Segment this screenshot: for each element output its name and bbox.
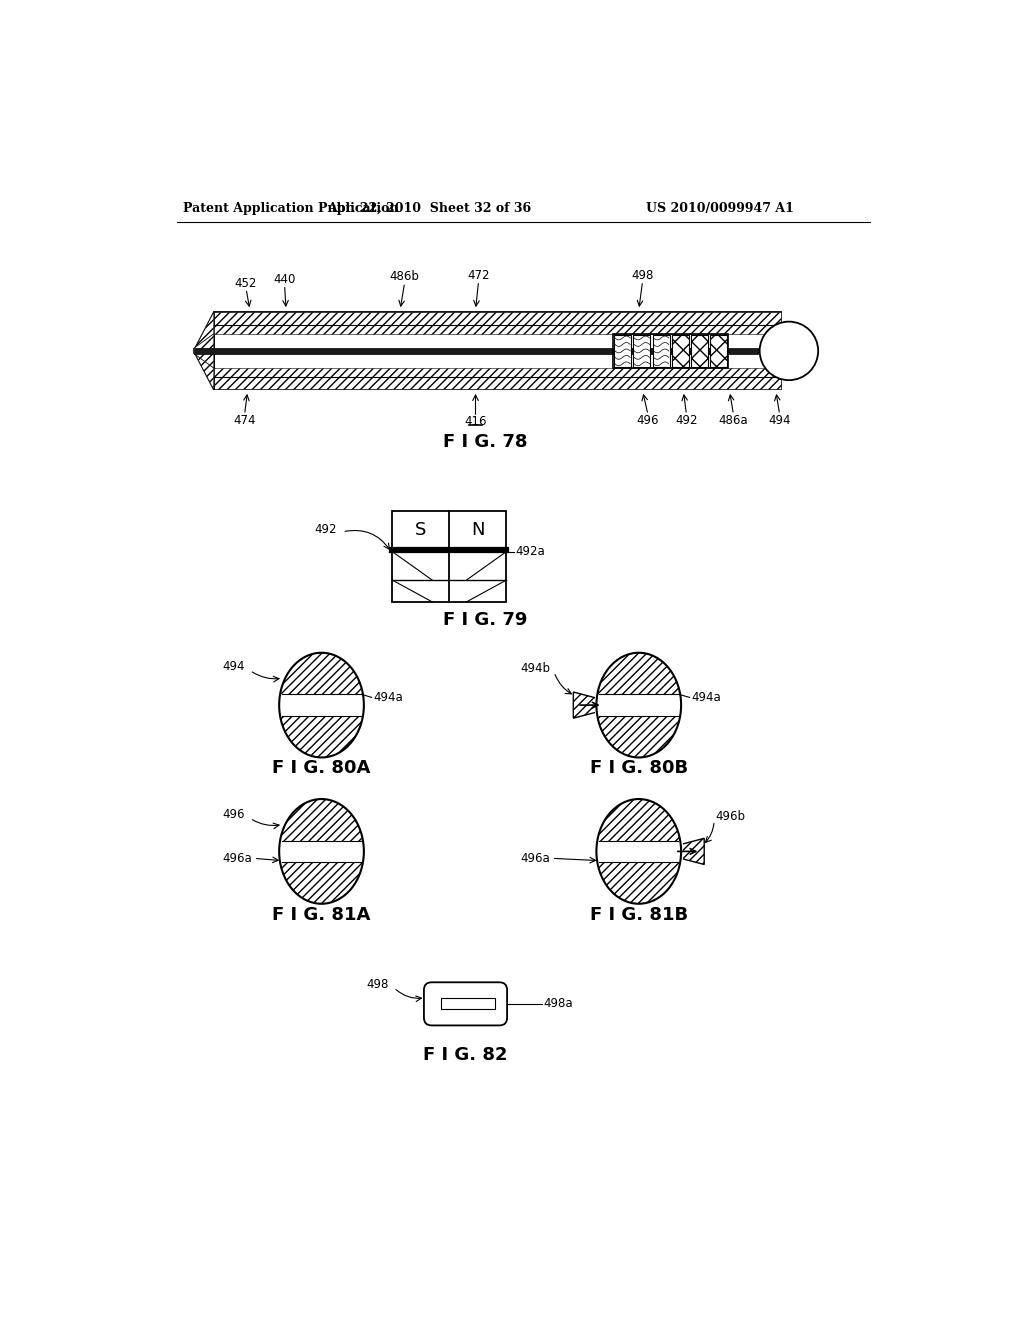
Text: F I G. 80A: F I G. 80A <box>272 759 371 777</box>
Bar <box>441 998 495 1010</box>
Text: F I G. 81A: F I G. 81A <box>272 906 371 924</box>
Ellipse shape <box>596 799 681 904</box>
Text: 496b: 496b <box>716 810 745 824</box>
Text: 492a: 492a <box>515 545 546 558</box>
Bar <box>278 694 366 715</box>
Text: 472: 472 <box>467 269 489 282</box>
Bar <box>614 335 631 367</box>
Bar <box>194 348 782 354</box>
Text: 498a: 498a <box>544 998 572 1010</box>
Bar <box>711 335 727 367</box>
Text: 416: 416 <box>464 416 486 428</box>
Bar <box>214 313 781 389</box>
Bar <box>595 694 683 715</box>
Bar <box>214 325 781 334</box>
Text: 494: 494 <box>222 660 245 673</box>
Text: 496a: 496a <box>222 851 252 865</box>
Polygon shape <box>194 334 214 368</box>
Polygon shape <box>573 692 605 718</box>
Text: F I G. 79: F I G. 79 <box>442 611 527 630</box>
Polygon shape <box>672 838 705 865</box>
Text: F I G. 81B: F I G. 81B <box>590 906 688 924</box>
Bar <box>214 313 781 325</box>
Text: N: N <box>471 521 484 539</box>
Circle shape <box>760 322 818 380</box>
Bar <box>691 335 708 367</box>
FancyBboxPatch shape <box>424 982 507 1026</box>
Ellipse shape <box>280 653 364 758</box>
Bar <box>214 368 781 378</box>
Bar <box>613 334 728 368</box>
Text: S: S <box>415 521 427 539</box>
Text: US 2010/0099947 A1: US 2010/0099947 A1 <box>646 202 795 215</box>
Bar <box>278 841 366 862</box>
Text: Apr. 22, 2010  Sheet 32 of 36: Apr. 22, 2010 Sheet 32 of 36 <box>328 202 531 215</box>
Text: 498: 498 <box>367 978 388 991</box>
Text: 494a: 494a <box>373 690 402 704</box>
Bar <box>652 335 670 367</box>
Text: 496: 496 <box>222 808 245 821</box>
Bar <box>392 511 506 602</box>
Bar <box>214 378 781 389</box>
Text: 486b: 486b <box>390 271 420 284</box>
Polygon shape <box>194 334 214 368</box>
Text: 494: 494 <box>768 413 791 426</box>
Text: 494a: 494a <box>691 690 721 704</box>
Text: F I G. 80B: F I G. 80B <box>590 759 688 777</box>
Text: F I G. 78: F I G. 78 <box>442 433 527 450</box>
Text: 494b: 494b <box>520 661 550 675</box>
Text: 498: 498 <box>632 269 653 282</box>
Text: 486a: 486a <box>719 413 749 426</box>
Text: 492: 492 <box>675 413 697 426</box>
Polygon shape <box>194 313 214 389</box>
Text: 440: 440 <box>273 273 296 286</box>
Text: 474: 474 <box>233 413 256 426</box>
Bar <box>595 841 683 862</box>
Ellipse shape <box>596 653 681 758</box>
Text: 452: 452 <box>234 277 257 289</box>
Text: 496: 496 <box>637 413 659 426</box>
Bar <box>672 335 689 367</box>
Ellipse shape <box>280 799 364 904</box>
Bar <box>634 335 650 367</box>
Polygon shape <box>194 313 214 389</box>
Text: 492: 492 <box>314 523 337 536</box>
Text: Patent Application Publication: Patent Application Publication <box>183 202 398 215</box>
Text: 496a: 496a <box>520 851 550 865</box>
Text: F I G. 82: F I G. 82 <box>423 1047 508 1064</box>
